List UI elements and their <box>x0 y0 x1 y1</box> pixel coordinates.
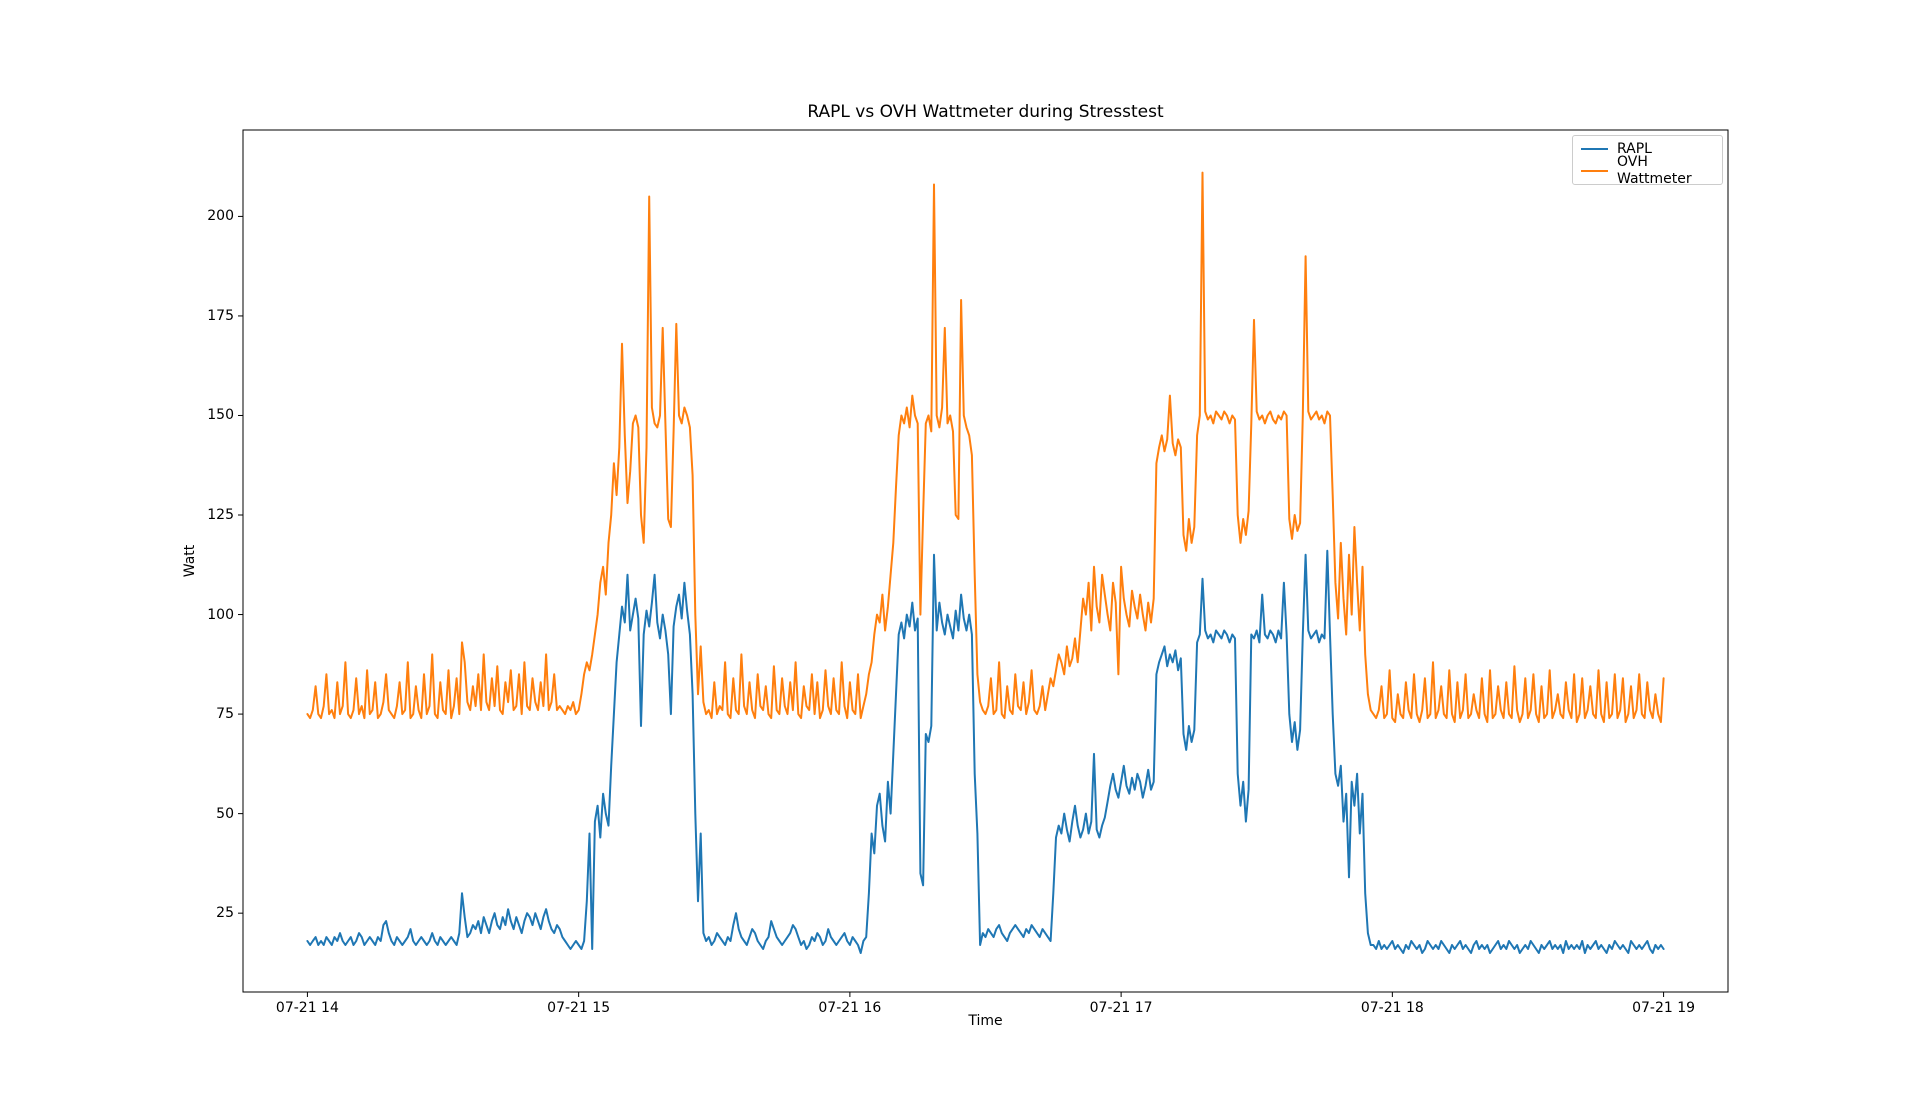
tick-marks <box>238 215 1665 997</box>
axes-box <box>242 129 1729 993</box>
chart-title: RAPL vs OVH Wattmeter during Stresstest <box>807 102 1164 122</box>
ovh-wattmeter-line-swatch <box>1581 170 1608 172</box>
legend: RAPL OVH Wattmeter <box>1572 135 1723 187</box>
series-line-ovh-wattmeter <box>306 171 1665 724</box>
series-lines <box>306 171 1665 954</box>
legend-entry-rapl: RAPL <box>1581 141 1714 158</box>
legend-label-ovh: OVH Wattmeter <box>1617 154 1692 187</box>
legend-entry-ovh: OVH Wattmeter <box>1581 154 1714 187</box>
x-axis-label: Time <box>968 1013 1003 1029</box>
legend-label-rapl: RAPL <box>1617 140 1652 157</box>
rapl-line-swatch <box>1581 148 1608 150</box>
y-axis-label: Watt <box>182 544 198 578</box>
series-line-rapl <box>306 549 1665 954</box>
